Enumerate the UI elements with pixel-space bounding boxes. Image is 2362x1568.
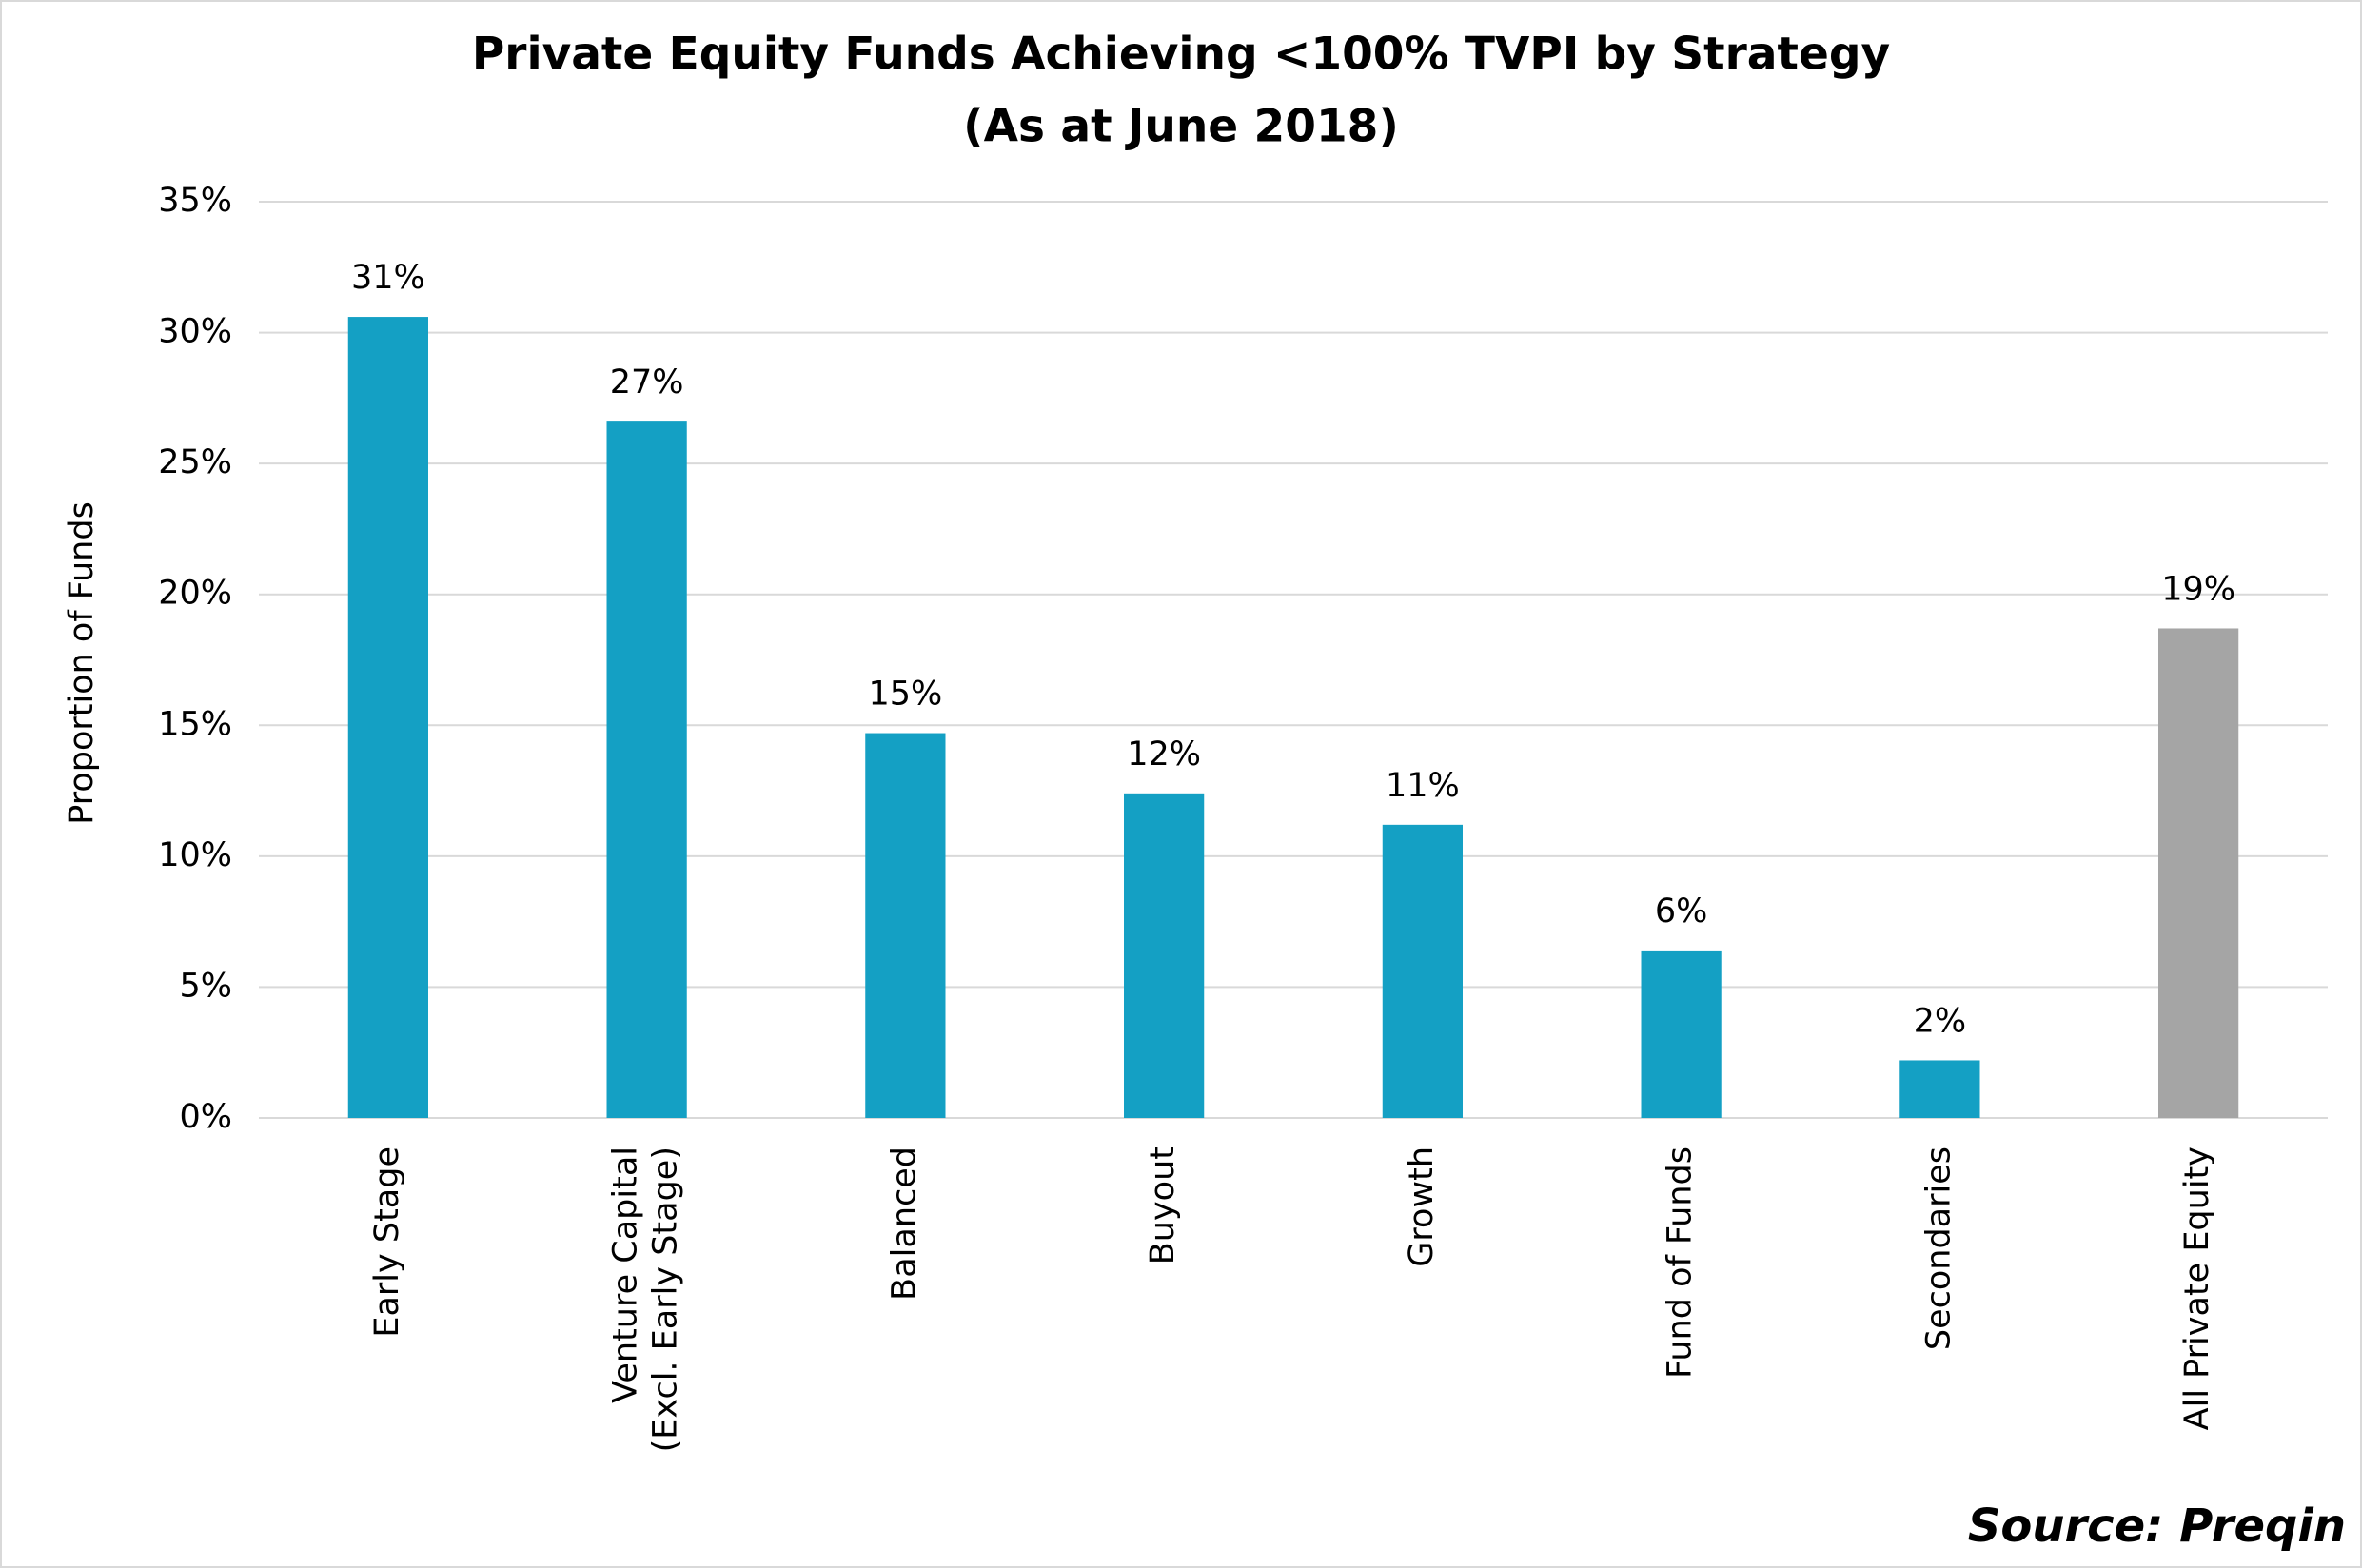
value-label: 31% <box>351 259 425 297</box>
y-tick-label: 25% <box>158 443 232 481</box>
x-tick-label-line: Fund of Funds <box>1662 1147 1700 1379</box>
bar <box>2158 628 2239 1118</box>
value-label: 15% <box>868 676 942 714</box>
x-tick-label-line: Balanced <box>885 1147 923 1301</box>
y-axis-label: Proportion of Funds <box>63 501 101 825</box>
value-label: 2% <box>1914 1002 1967 1040</box>
source-note: Source: Preqin <box>1968 1499 2346 1553</box>
y-tick-label: 15% <box>158 705 232 743</box>
value-label: 11% <box>1386 767 1460 805</box>
x-tick-label-line: Growth <box>1403 1147 1441 1267</box>
value-label: 19% <box>2161 570 2235 608</box>
x-tick-label: Venture Capital(Excl. Early Stage) <box>607 1147 685 1452</box>
x-tick-label: Balanced <box>885 1147 923 1301</box>
bar <box>1124 793 1205 1118</box>
chart-title: Private Equity Funds Achieving <100% TVP… <box>472 29 1890 81</box>
x-tick-label: Growth <box>1403 1147 1441 1267</box>
value-label: 27% <box>610 363 684 402</box>
x-tick-label: Secondaries <box>1919 1147 1958 1350</box>
value-label: 6% <box>1655 892 1708 931</box>
y-tick-label: 0% <box>179 1098 232 1136</box>
bar <box>347 317 428 1118</box>
x-tick-label-line: Early Stage <box>368 1147 406 1338</box>
bar <box>865 733 946 1118</box>
value-label: 12% <box>1127 735 1201 774</box>
x-tick-label: Fund of Funds <box>1662 1147 1700 1379</box>
x-tick-label-line: Buyout <box>1144 1147 1182 1264</box>
bar <box>1382 824 1463 1118</box>
x-tick-label: Early Stage <box>368 1147 406 1338</box>
x-tick-label: All Private Equity <box>2178 1147 2216 1430</box>
bar <box>1899 1060 1980 1118</box>
y-tick-label: 10% <box>158 836 232 874</box>
x-tick-label: Buyout <box>1144 1147 1182 1264</box>
bar <box>606 421 687 1118</box>
y-tick-label: 35% <box>158 182 232 220</box>
x-tick-label-line: Venture Capital <box>607 1147 645 1403</box>
y-tick-label: 20% <box>158 575 232 613</box>
x-tick-label-line: Secondaries <box>1919 1147 1958 1350</box>
x-tick-label-line: (Excl. Early Stage) <box>647 1147 685 1452</box>
chart-subtitle: (As at June 2018) <box>963 101 1399 153</box>
bar <box>1641 950 1722 1118</box>
y-tick-label: 30% <box>158 313 232 351</box>
x-tick-label-line: All Private Equity <box>2178 1147 2216 1430</box>
y-tick-label: 5% <box>179 967 232 1005</box>
